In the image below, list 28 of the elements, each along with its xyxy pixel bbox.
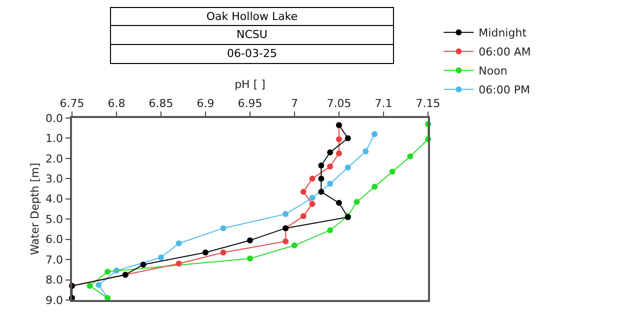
text: 06-03-25 — [110, 44, 394, 64]
y-tick-label: 9.0 — [46, 294, 64, 307]
y-tick-label: 5.0 — [46, 212, 64, 226]
y-tick-label: 1.0 — [46, 132, 64, 146]
y-tick-label: 4.0 — [46, 192, 64, 206]
x-tick-label: 7.15 — [416, 96, 440, 110]
x-tick-label: 6.9 — [196, 96, 214, 110]
x-tick-label: 7.1 — [374, 96, 392, 110]
chart-subtitle: NCSU — [110, 25, 394, 45]
y-axis-title: Water Depth [m] — [28, 162, 42, 256]
y-tick-label: 6.0 — [46, 233, 64, 246]
legend-label: Midnight — [478, 26, 528, 40]
x-tick-label: 6.85 — [148, 96, 174, 110]
y-tick-label: 7.0 — [46, 253, 64, 266]
x-tick-label: 6.8 — [108, 96, 126, 110]
x-axis-title: pH [ ] — [234, 78, 266, 91]
y-tick-label: 8.0 — [46, 274, 64, 287]
x-tick-label: 7 — [291, 96, 298, 110]
x-tick-label: 6.75 — [60, 96, 84, 110]
y-tick-label: 2.0 — [46, 152, 64, 166]
y-tick-label: 0.0 — [46, 112, 64, 125]
x-tick-label: 6.95 — [238, 96, 262, 110]
y-tick-label: 3.0 — [46, 172, 64, 186]
legend-label: 06:00 PM — [478, 84, 530, 97]
x-tick-label: 7.05 — [326, 96, 352, 110]
chart-title: Oak Hollow Lake — [110, 6, 394, 26]
legend-label: Noon — [478, 64, 508, 78]
legend-label: 06:00 AM — [478, 46, 531, 59]
